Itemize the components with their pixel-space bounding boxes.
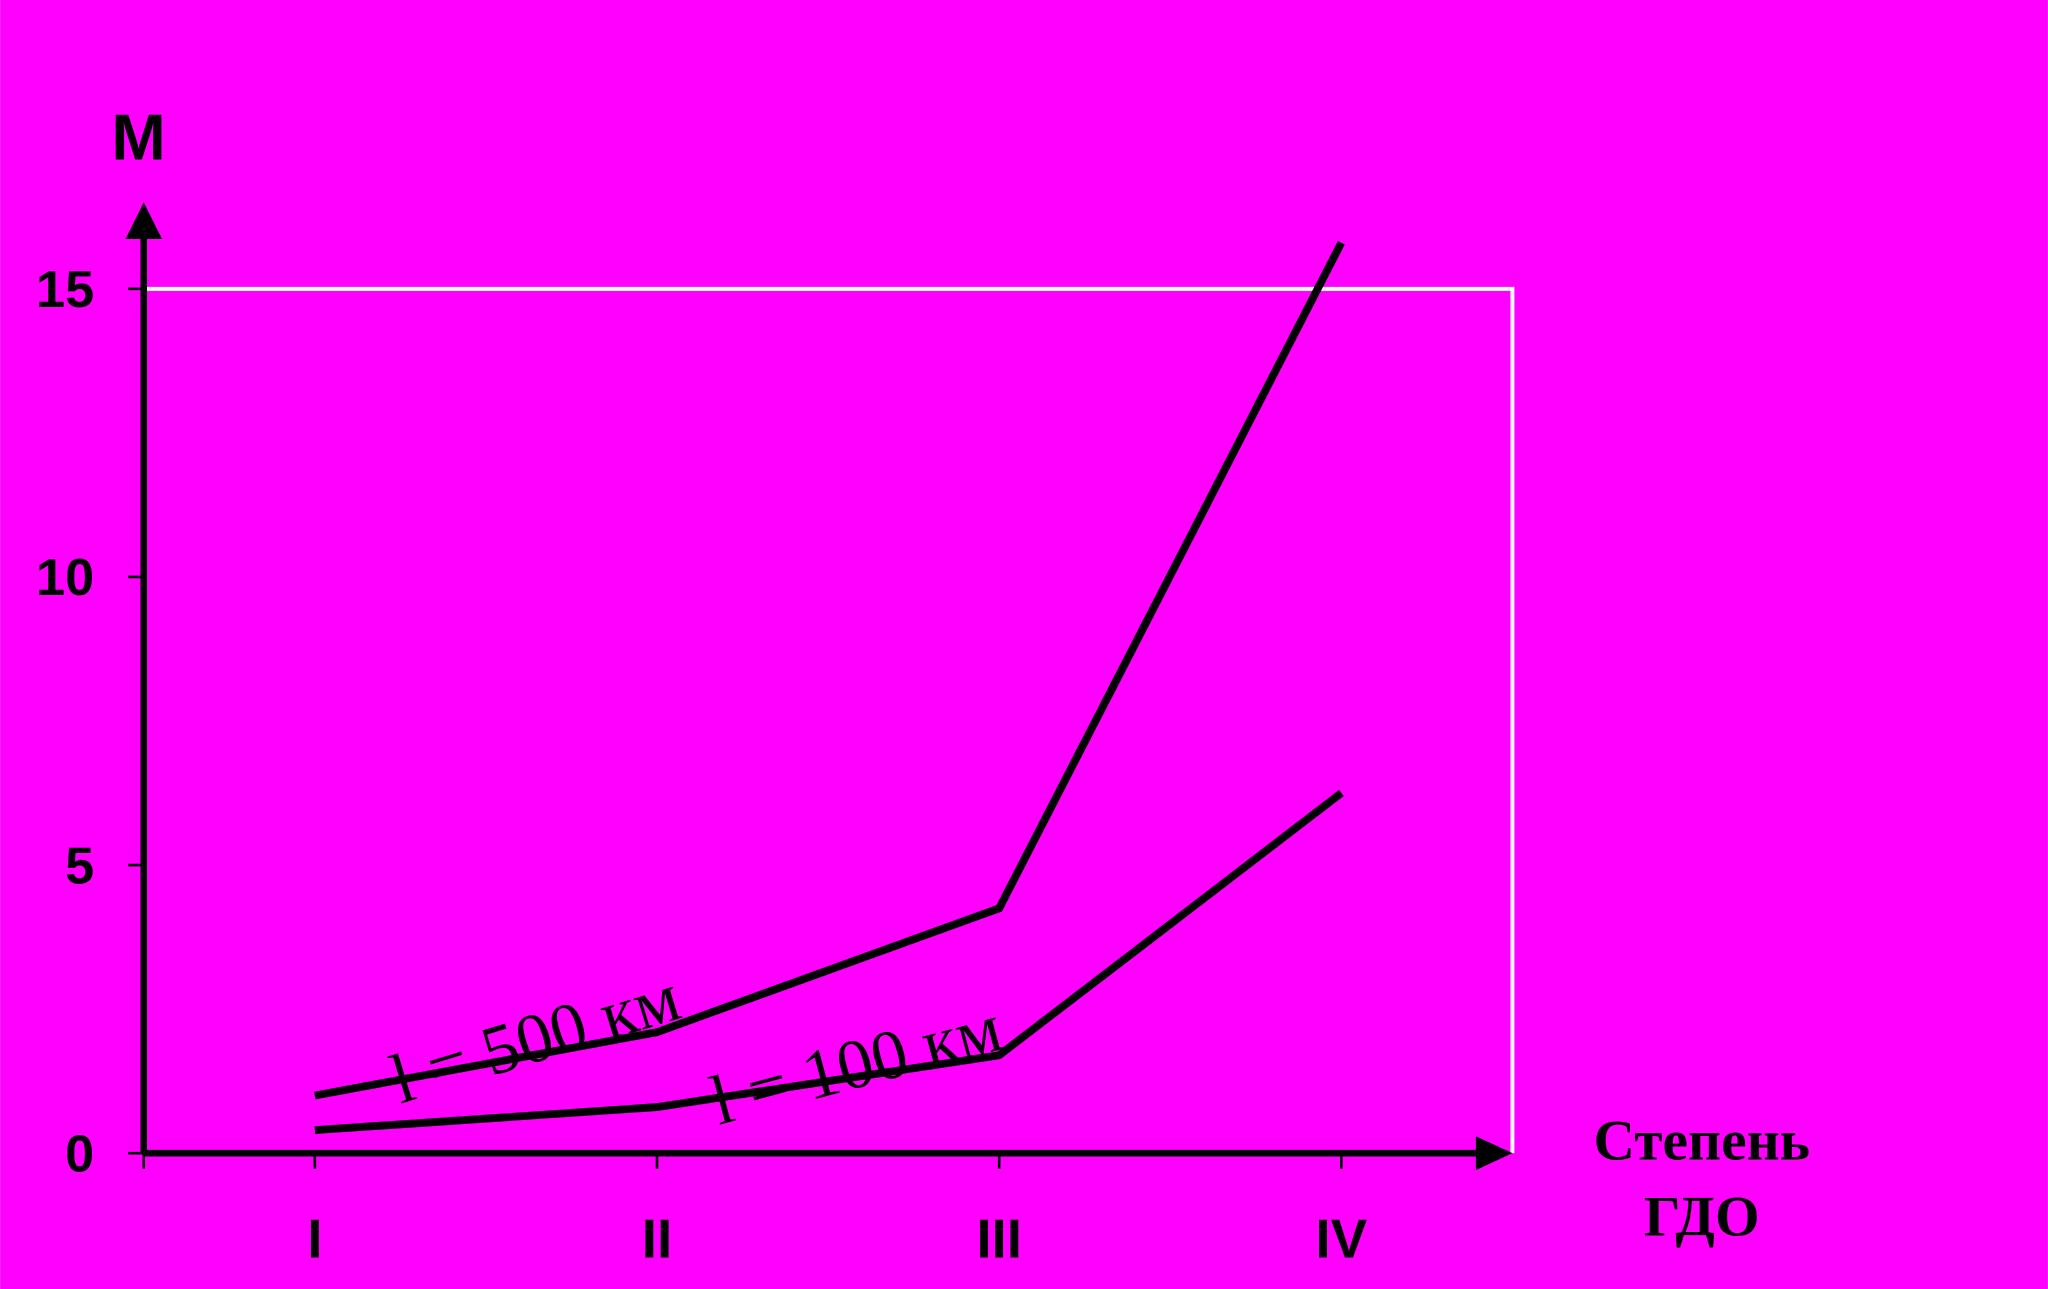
plot-frame — [143, 286, 1515, 1154]
x-axis-label: Степень — [1594, 1110, 1811, 1173]
series-line — [314, 240, 1345, 1100]
y-tick-label: 10 — [36, 549, 94, 607]
x-tick-label: II — [642, 1208, 672, 1270]
series-line — [314, 789, 1344, 1135]
y-axis-arrow — [125, 202, 163, 239]
y-tick-label: 15 — [36, 261, 94, 319]
x-tick-label: I — [307, 1208, 322, 1270]
y-tick-label: 0 — [65, 1125, 94, 1183]
x-axis-label: ГДО — [1644, 1185, 1760, 1248]
y-axis-label: М — [111, 100, 165, 173]
x-tick-label: IV — [1315, 1208, 1367, 1270]
x-axis-arrow — [1475, 1136, 1513, 1171]
y-tick-label: 5 — [65, 837, 94, 895]
x-tick-label: III — [976, 1208, 1022, 1270]
